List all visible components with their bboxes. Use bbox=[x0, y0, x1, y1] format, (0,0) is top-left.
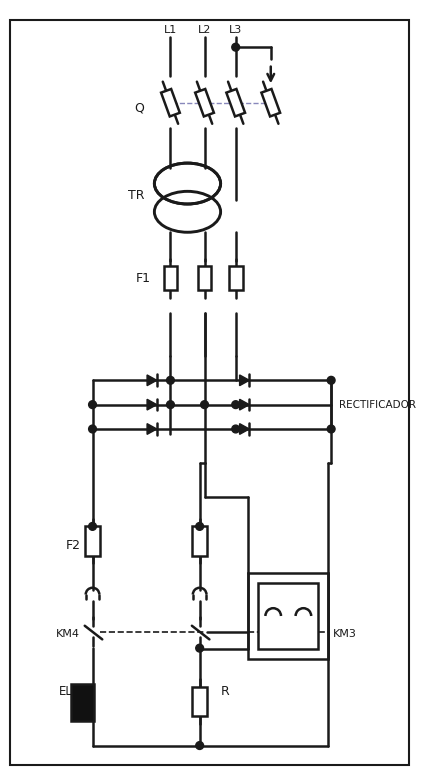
Polygon shape bbox=[240, 399, 249, 410]
Circle shape bbox=[89, 401, 96, 409]
Bar bbox=[71, 684, 95, 721]
Text: L3: L3 bbox=[229, 25, 242, 34]
Polygon shape bbox=[195, 89, 214, 117]
Circle shape bbox=[232, 43, 240, 51]
Circle shape bbox=[167, 377, 175, 384]
Bar bbox=[192, 687, 207, 716]
Circle shape bbox=[200, 401, 208, 409]
Circle shape bbox=[89, 522, 96, 530]
Polygon shape bbox=[147, 424, 157, 435]
Bar bbox=[192, 526, 207, 556]
Polygon shape bbox=[161, 89, 180, 117]
Circle shape bbox=[196, 522, 203, 530]
Text: KM3: KM3 bbox=[333, 629, 357, 638]
Bar bbox=[258, 583, 318, 649]
Text: TR: TR bbox=[128, 189, 145, 202]
Bar bbox=[229, 266, 242, 290]
Circle shape bbox=[327, 425, 335, 433]
Circle shape bbox=[232, 425, 240, 433]
Bar bbox=[85, 526, 100, 556]
Polygon shape bbox=[147, 375, 157, 386]
Text: EL.: EL. bbox=[59, 685, 77, 698]
Text: KM4: KM4 bbox=[56, 629, 80, 638]
Polygon shape bbox=[147, 399, 157, 410]
Circle shape bbox=[327, 377, 335, 384]
Text: R: R bbox=[221, 685, 230, 698]
Bar bbox=[164, 266, 177, 290]
Text: F1: F1 bbox=[136, 272, 151, 284]
Circle shape bbox=[196, 742, 203, 749]
Polygon shape bbox=[226, 89, 245, 117]
Text: L2: L2 bbox=[198, 25, 211, 34]
Ellipse shape bbox=[154, 191, 221, 233]
Text: Q: Q bbox=[134, 101, 144, 114]
Text: L1: L1 bbox=[164, 25, 177, 34]
Circle shape bbox=[167, 401, 175, 409]
Circle shape bbox=[232, 401, 240, 409]
Polygon shape bbox=[240, 424, 249, 435]
Circle shape bbox=[89, 425, 96, 433]
Bar bbox=[198, 266, 211, 290]
Bar bbox=[248, 573, 328, 659]
Text: F2: F2 bbox=[66, 539, 80, 552]
Text: RECTIFICADOR: RECTIFICADOR bbox=[339, 399, 416, 410]
Circle shape bbox=[196, 644, 203, 652]
Polygon shape bbox=[261, 89, 280, 117]
Polygon shape bbox=[240, 375, 249, 386]
